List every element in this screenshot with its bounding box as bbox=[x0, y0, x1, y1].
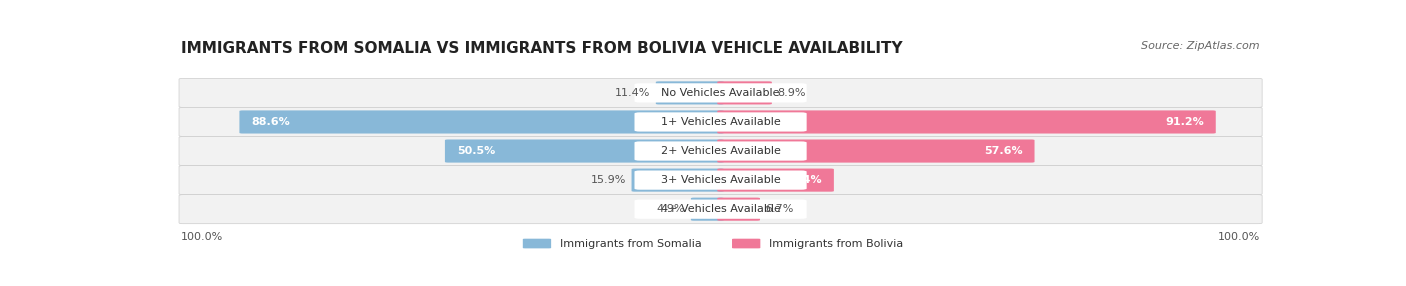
Text: 88.6%: 88.6% bbox=[252, 117, 290, 127]
FancyBboxPatch shape bbox=[444, 140, 724, 163]
Text: 1+ Vehicles Available: 1+ Vehicles Available bbox=[661, 117, 780, 127]
Text: 8.9%: 8.9% bbox=[778, 88, 806, 98]
FancyBboxPatch shape bbox=[717, 198, 761, 221]
Text: 11.4%: 11.4% bbox=[614, 88, 651, 98]
FancyBboxPatch shape bbox=[523, 239, 551, 248]
FancyBboxPatch shape bbox=[634, 200, 807, 219]
Text: 2+ Vehicles Available: 2+ Vehicles Available bbox=[661, 146, 780, 156]
Text: Immigrants from Bolivia: Immigrants from Bolivia bbox=[769, 239, 903, 249]
Text: 4.9%: 4.9% bbox=[657, 204, 686, 214]
FancyBboxPatch shape bbox=[717, 110, 1216, 134]
Text: Source: ZipAtlas.com: Source: ZipAtlas.com bbox=[1142, 41, 1260, 51]
FancyBboxPatch shape bbox=[655, 81, 724, 104]
FancyBboxPatch shape bbox=[634, 142, 807, 161]
FancyBboxPatch shape bbox=[634, 170, 807, 190]
Text: 3+ Vehicles Available: 3+ Vehicles Available bbox=[661, 175, 780, 185]
Text: 50.5%: 50.5% bbox=[457, 146, 495, 156]
FancyBboxPatch shape bbox=[634, 112, 807, 132]
FancyBboxPatch shape bbox=[179, 78, 1263, 108]
Text: 100.0%: 100.0% bbox=[1218, 232, 1260, 242]
FancyBboxPatch shape bbox=[179, 108, 1263, 136]
Text: Immigrants from Somalia: Immigrants from Somalia bbox=[560, 239, 702, 249]
Text: IMMIGRANTS FROM SOMALIA VS IMMIGRANTS FROM BOLIVIA VEHICLE AVAILABILITY: IMMIGRANTS FROM SOMALIA VS IMMIGRANTS FR… bbox=[181, 41, 903, 56]
FancyBboxPatch shape bbox=[631, 168, 724, 192]
Text: 15.9%: 15.9% bbox=[591, 175, 626, 185]
FancyBboxPatch shape bbox=[179, 166, 1263, 195]
FancyBboxPatch shape bbox=[179, 195, 1263, 224]
FancyBboxPatch shape bbox=[717, 140, 1035, 163]
FancyBboxPatch shape bbox=[717, 168, 834, 192]
Text: 4+ Vehicles Available: 4+ Vehicles Available bbox=[661, 204, 780, 214]
FancyBboxPatch shape bbox=[690, 198, 724, 221]
FancyBboxPatch shape bbox=[717, 81, 772, 104]
FancyBboxPatch shape bbox=[179, 136, 1263, 166]
FancyBboxPatch shape bbox=[733, 239, 761, 248]
Text: 91.2%: 91.2% bbox=[1166, 117, 1204, 127]
FancyBboxPatch shape bbox=[239, 110, 724, 134]
Text: 57.6%: 57.6% bbox=[984, 146, 1022, 156]
Text: 20.4%: 20.4% bbox=[783, 175, 823, 185]
FancyBboxPatch shape bbox=[634, 83, 807, 102]
Text: 100.0%: 100.0% bbox=[181, 232, 224, 242]
Text: No Vehicles Available: No Vehicles Available bbox=[661, 88, 780, 98]
Text: 6.7%: 6.7% bbox=[765, 204, 794, 214]
